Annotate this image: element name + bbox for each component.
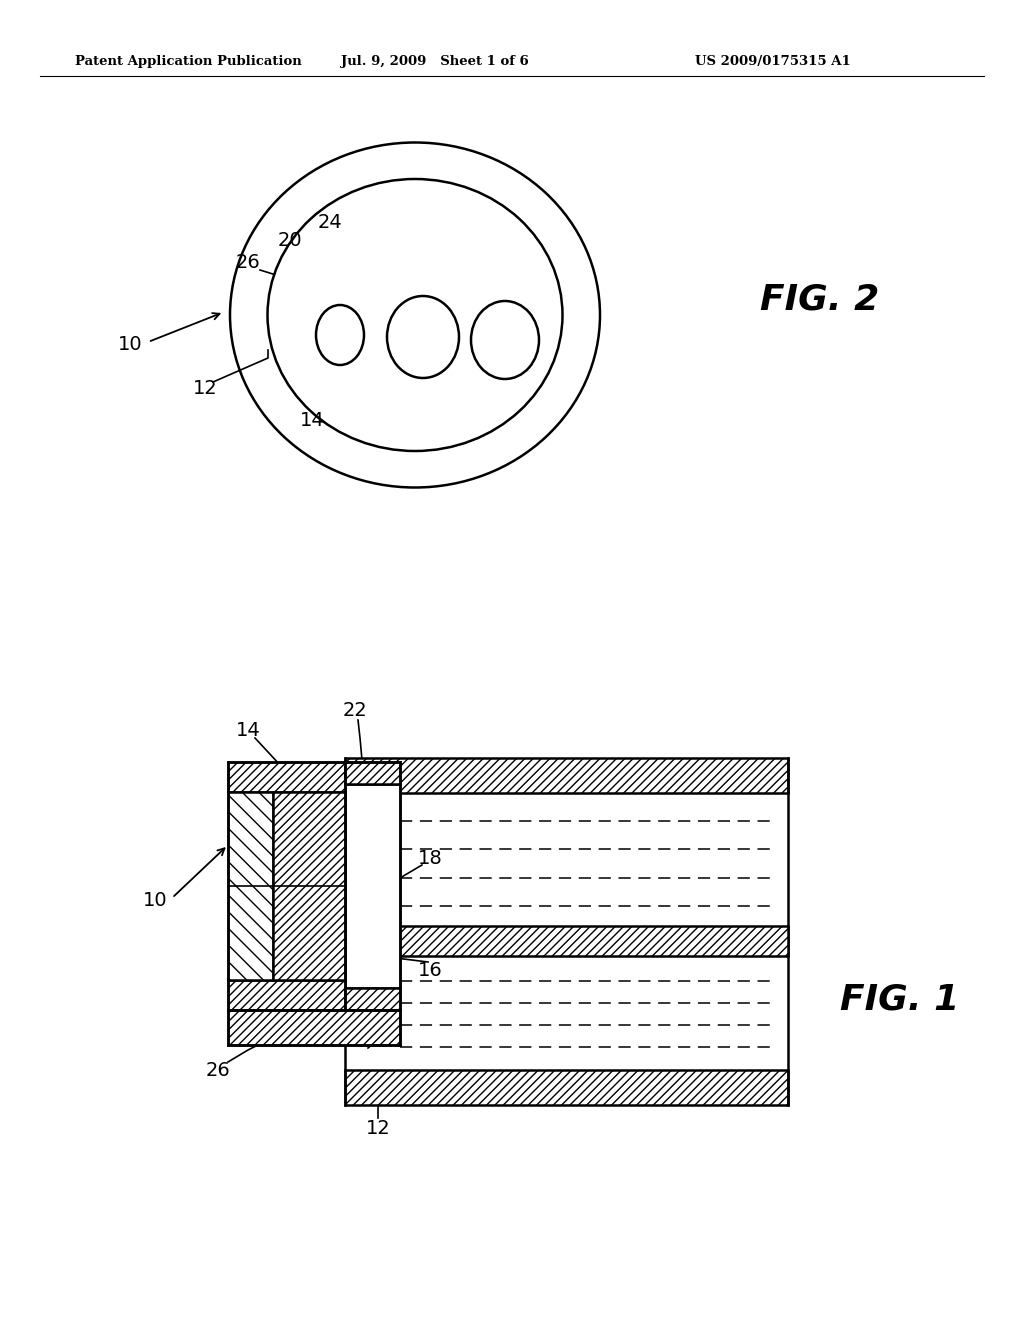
- Text: 12: 12: [193, 379, 217, 397]
- Text: 18: 18: [418, 849, 442, 867]
- Text: 12: 12: [366, 1118, 390, 1138]
- Bar: [273, 792, 345, 979]
- Text: 14: 14: [300, 411, 325, 429]
- Bar: [228, 762, 345, 792]
- Ellipse shape: [267, 180, 562, 451]
- Text: 20: 20: [278, 231, 302, 249]
- Text: 16: 16: [418, 961, 442, 979]
- Text: 10: 10: [142, 891, 167, 909]
- Text: 20: 20: [225, 799, 250, 817]
- Text: 14: 14: [236, 721, 260, 739]
- Bar: [228, 979, 345, 1010]
- Ellipse shape: [471, 301, 539, 379]
- Text: 10: 10: [118, 335, 142, 355]
- Ellipse shape: [230, 143, 600, 487]
- Ellipse shape: [316, 305, 364, 366]
- Bar: [345, 758, 788, 793]
- Text: Patent Application Publication: Patent Application Publication: [75, 55, 302, 69]
- Text: Jul. 9, 2009   Sheet 1 of 6: Jul. 9, 2009 Sheet 1 of 6: [341, 55, 528, 69]
- Bar: [345, 927, 788, 956]
- Text: 22: 22: [343, 701, 368, 719]
- Bar: [345, 987, 400, 1010]
- Bar: [345, 1071, 788, 1105]
- Text: 28: 28: [378, 1011, 402, 1030]
- Text: 24: 24: [256, 763, 281, 783]
- Bar: [228, 1010, 400, 1045]
- Bar: [345, 762, 400, 784]
- Text: FIG. 2: FIG. 2: [760, 282, 880, 317]
- Ellipse shape: [387, 296, 459, 378]
- Bar: [228, 792, 273, 979]
- Text: 26: 26: [206, 1060, 230, 1080]
- Text: FIG. 1: FIG. 1: [840, 983, 959, 1016]
- Text: 26: 26: [236, 252, 260, 272]
- Text: US 2009/0175315 A1: US 2009/0175315 A1: [695, 55, 851, 69]
- Bar: [345, 784, 400, 987]
- Text: 24: 24: [317, 213, 342, 231]
